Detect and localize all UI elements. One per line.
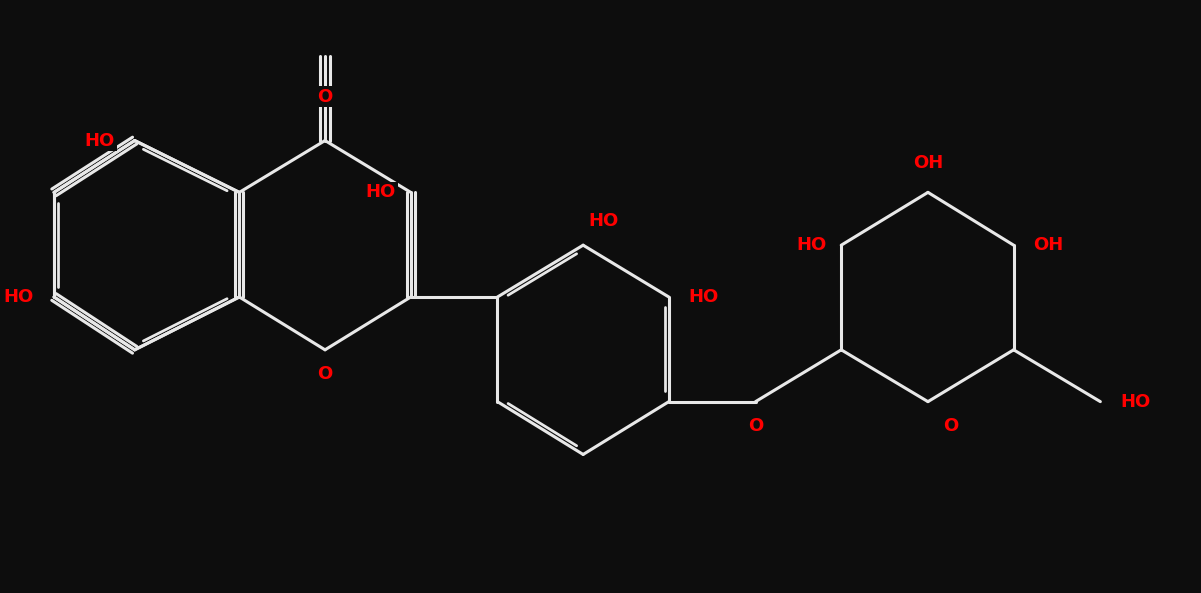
Text: HO: HO (588, 212, 619, 230)
Text: HO: HO (1121, 393, 1151, 410)
Text: O: O (748, 417, 763, 435)
Text: OH: OH (1034, 236, 1064, 254)
Text: HO: HO (4, 288, 34, 306)
Text: O: O (317, 365, 333, 382)
Text: HO: HO (365, 183, 396, 202)
Text: OH: OH (913, 154, 943, 173)
Text: O: O (317, 88, 333, 106)
Text: HO: HO (796, 236, 826, 254)
Text: HO: HO (689, 288, 719, 306)
Text: O: O (943, 417, 958, 435)
Text: HO: HO (84, 132, 115, 149)
